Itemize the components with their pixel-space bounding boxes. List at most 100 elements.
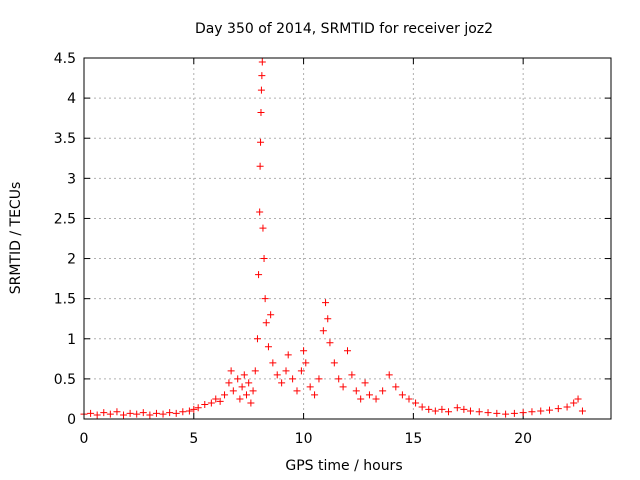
data-point xyxy=(306,383,314,391)
data-point xyxy=(405,395,413,403)
y-tick-label: 2.5 xyxy=(54,211,76,227)
data-point xyxy=(185,407,193,415)
x-tick-label: 5 xyxy=(189,431,198,447)
data-point xyxy=(247,399,255,407)
data-point xyxy=(227,367,235,375)
data-point xyxy=(234,375,242,383)
data-point xyxy=(546,406,554,414)
data-point xyxy=(385,371,393,379)
data-point xyxy=(172,409,180,417)
y-axis-label: SRMTID / TECUs xyxy=(8,182,24,295)
data-point xyxy=(528,408,536,416)
x-axis-label: GPS time / hours xyxy=(285,458,402,474)
data-point xyxy=(257,138,265,146)
data-point xyxy=(257,109,265,117)
data-point xyxy=(216,397,224,405)
data-point xyxy=(236,395,244,403)
y-tick-label: 4 xyxy=(67,91,76,107)
data-point xyxy=(257,86,265,94)
data-point xyxy=(269,359,277,367)
x-tick-label: 20 xyxy=(514,431,532,447)
data-point xyxy=(379,387,387,395)
data-point xyxy=(194,404,202,412)
data-point xyxy=(475,408,483,416)
data-point xyxy=(251,367,259,375)
data-point xyxy=(466,407,474,415)
y-tick-label: 2 xyxy=(67,252,76,268)
data-point xyxy=(484,409,492,417)
data-point xyxy=(261,295,269,303)
data-point xyxy=(493,409,501,417)
data-point xyxy=(519,409,527,417)
data-point xyxy=(460,405,468,413)
data-point xyxy=(326,339,334,347)
data-point xyxy=(100,409,108,417)
data-point xyxy=(297,367,305,375)
data-point xyxy=(293,387,301,395)
data-point xyxy=(262,319,270,327)
x-tick-label: 10 xyxy=(295,431,313,447)
data-point xyxy=(259,224,267,232)
data-point xyxy=(260,255,268,263)
data-point xyxy=(339,383,347,391)
data-point xyxy=(445,408,453,416)
data-point xyxy=(278,379,286,387)
data-point xyxy=(93,411,101,419)
data-point xyxy=(240,371,248,379)
x-tick-label: 0 xyxy=(80,431,89,447)
data-point xyxy=(258,58,266,66)
data-point xyxy=(245,379,253,387)
data-point xyxy=(255,271,263,279)
y-tick-label: 1.5 xyxy=(54,292,76,308)
data-point xyxy=(133,410,141,418)
data-point xyxy=(324,315,332,323)
data-point xyxy=(315,375,323,383)
data-point xyxy=(113,408,121,416)
data-point xyxy=(126,409,134,417)
data-point xyxy=(335,375,343,383)
data-point xyxy=(207,399,215,407)
data-point xyxy=(146,411,154,419)
data-point xyxy=(87,409,95,417)
data-point xyxy=(537,407,545,415)
data-point xyxy=(179,408,187,416)
data-point xyxy=(425,405,433,413)
data-point xyxy=(322,299,330,307)
data-point xyxy=(578,407,586,415)
data-point xyxy=(264,343,272,351)
data-point xyxy=(510,409,518,417)
data-point xyxy=(574,395,582,403)
data-point xyxy=(166,409,174,417)
data-point xyxy=(431,407,439,415)
data-point xyxy=(438,405,446,413)
grid xyxy=(84,58,611,419)
data-point xyxy=(300,347,308,355)
data-point xyxy=(253,335,261,343)
data-point xyxy=(554,405,562,413)
y-tick-label: 3 xyxy=(67,171,76,187)
data-point xyxy=(152,409,160,417)
chart-title: Day 350 of 2014, SRMTID for receiver joz… xyxy=(195,21,493,37)
data-point xyxy=(412,399,420,407)
data-points xyxy=(80,58,586,419)
data-point xyxy=(229,387,237,395)
plot-frame xyxy=(83,57,612,420)
data-point xyxy=(212,395,220,403)
data-point xyxy=(201,401,209,409)
y-tick-label: 0.5 xyxy=(54,372,76,388)
data-point xyxy=(344,347,351,355)
data-point xyxy=(319,327,327,335)
y-tick-label: 4.5 xyxy=(54,51,76,67)
data-point xyxy=(159,410,167,418)
data-point xyxy=(225,379,233,387)
data-point xyxy=(238,383,246,391)
ticks: 0 0.5 1 1.5 2 2.5 3 3.5 4 4.5 0 5 10 15 20 xyxy=(54,51,611,447)
data-point xyxy=(361,379,369,387)
data-point xyxy=(418,403,426,411)
data-point xyxy=(311,391,319,399)
data-point xyxy=(453,404,461,412)
data-point xyxy=(357,395,365,403)
data-point xyxy=(348,371,356,379)
x-tick-label: 15 xyxy=(404,431,422,447)
data-point xyxy=(502,410,510,418)
